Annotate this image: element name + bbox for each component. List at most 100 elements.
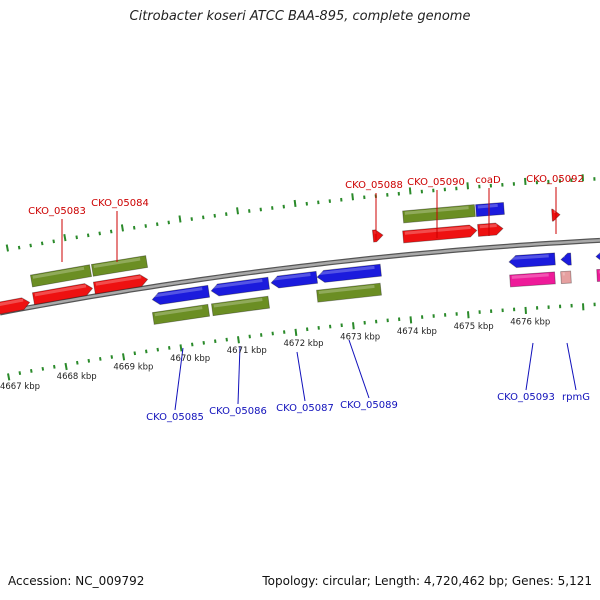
leader-line [174, 347, 184, 411]
tick-lower [110, 355, 114, 359]
forward-cds-arrow [0, 297, 31, 316]
leader-line [348, 339, 370, 399]
tick-upper [75, 235, 78, 240]
gene-block [475, 202, 505, 218]
feature-shine [562, 272, 565, 276]
tick-lower [409, 316, 413, 324]
tick-upper [466, 182, 469, 190]
leader-line [296, 351, 306, 402]
feature-shape [402, 224, 478, 244]
feature-shape [560, 252, 572, 266]
gene-block [316, 282, 382, 303]
tick-upper [132, 225, 136, 230]
reverse-cds-arrow [151, 284, 211, 305]
tick-upper [144, 224, 147, 228]
feature-track [0, 202, 600, 325]
forward-cds-arrow [92, 274, 149, 295]
feature-shape [270, 270, 319, 289]
feature-shine [318, 284, 375, 294]
tick-upper [29, 243, 32, 248]
leader-line [525, 342, 534, 391]
gene-label-forward: CKO_05088 [345, 180, 403, 191]
tick-lower [179, 344, 183, 352]
kbp-tick-label: 4669 kbp [113, 363, 153, 373]
lower-tick-track [7, 302, 596, 381]
tick-lower [122, 353, 126, 361]
kbp-tick-label: 4675 kbp [454, 322, 494, 332]
feature-shine [511, 273, 549, 279]
feature-shine [153, 287, 203, 298]
tick-lower [237, 336, 240, 344]
gene-block [560, 270, 572, 285]
backbone-line [0, 239, 600, 315]
feature-shine [597, 251, 600, 255]
feature-shine [32, 266, 85, 279]
feature-shine [95, 275, 142, 286]
feature-shape [316, 282, 382, 303]
tick-upper [40, 241, 44, 246]
tick-upper [98, 231, 101, 236]
feature-shape [596, 268, 600, 282]
feature-shape [31, 283, 94, 306]
tick-lower [53, 364, 56, 369]
tick-upper [86, 233, 90, 238]
reverse-cds-arrow [316, 263, 382, 283]
forward-cds-arrow [31, 283, 94, 306]
leader-line [566, 342, 577, 391]
tick-upper [190, 217, 193, 221]
tick-upper [178, 215, 182, 223]
feature-shape [0, 297, 31, 316]
tick-upper [155, 222, 159, 227]
feature-shape [595, 249, 600, 263]
feature-shine [477, 203, 498, 209]
kbp-tick-label: 4673 kbp [340, 332, 380, 342]
kbp-tick-label: 4676 kbp [510, 318, 550, 328]
tick-upper [17, 245, 21, 250]
tick-upper [408, 187, 412, 195]
reverse-cds-arrow [560, 252, 572, 266]
feature-shine [318, 265, 375, 275]
tick-upper [120, 224, 124, 232]
feature-shine [93, 257, 141, 269]
gene-block [211, 295, 270, 317]
gene-label-forward: CKO_05092 [526, 174, 584, 185]
gene-label-reverse: CKO_05089 [340, 400, 398, 411]
feature-shape [316, 263, 382, 283]
tick-lower [467, 311, 470, 319]
feature-shape [90, 255, 149, 277]
tick-upper [109, 229, 113, 234]
kbp-tick-label: 4667 kbp [0, 382, 40, 392]
feature-shine [553, 209, 556, 214]
genome-summary-text: Topology: circular; Length: 4,720,462 bp… [262, 574, 592, 588]
tick-lower [133, 351, 137, 356]
label-leaders [61, 187, 577, 411]
reverse-cds-arrow [595, 249, 600, 263]
gene-block [90, 255, 149, 277]
reverse-cds-arrow [270, 270, 319, 289]
gene-block [402, 204, 476, 224]
reverse-cds-arrow [508, 252, 556, 268]
feature-shine [404, 225, 471, 235]
gene-label-reverse: CKO_05093 [497, 392, 555, 403]
feature-shine [562, 254, 565, 258]
feature-shape [402, 204, 476, 224]
tick-lower [168, 346, 171, 350]
feature-shine [510, 254, 549, 260]
feature-shine [212, 278, 263, 289]
forward-cds-arrow [477, 222, 504, 237]
forward-cds-arrow [371, 229, 384, 243]
feature-shape [475, 202, 505, 218]
gene-block [29, 264, 93, 288]
gene-label-reverse: rpmG [562, 392, 590, 403]
accession-text: Accession: NC_009792 [8, 574, 145, 588]
feature-shape [151, 303, 211, 325]
feature-shine [154, 306, 203, 317]
tick-lower [294, 328, 298, 336]
gene-block [509, 271, 556, 288]
feature-shine [34, 284, 87, 297]
feature-shape [477, 222, 504, 237]
tick-upper [351, 193, 354, 201]
gene-label-reverse: CKO_05087 [276, 403, 334, 414]
feature-shape [560, 270, 572, 285]
